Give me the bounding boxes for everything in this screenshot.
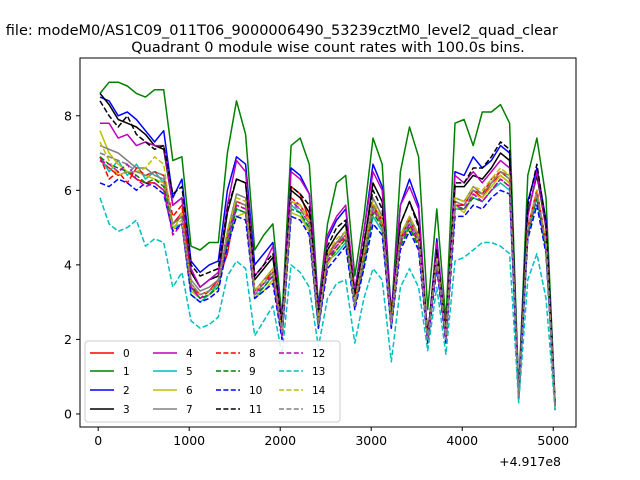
y-tick-label: 8 (64, 108, 72, 123)
legend-label-9: 9 (249, 366, 256, 378)
chart-title: Quadrant 0 module wise count rates with … (131, 40, 525, 56)
x-tick-label: 2000 (264, 433, 296, 448)
x-tick-label: 4000 (446, 433, 478, 448)
legend-label-5: 5 (186, 366, 193, 378)
series-line-14 (99, 141, 556, 407)
legend-label-8: 8 (249, 348, 256, 360)
series-line-1 (99, 81, 556, 403)
legend-label-4: 4 (186, 348, 193, 360)
legend-label-11: 11 (249, 404, 262, 416)
legend-label-1: 1 (123, 366, 130, 378)
legend-label-13: 13 (312, 366, 325, 378)
y-tick-label: 6 (64, 183, 72, 198)
y-tick-label: 4 (64, 257, 72, 272)
x-tick-label: 5000 (537, 433, 569, 448)
x-tick-label: 1000 (173, 433, 205, 448)
legend-label-12: 12 (312, 348, 325, 360)
series-layer (99, 81, 556, 411)
legend-label-10: 10 (249, 385, 262, 397)
series-line-15 (99, 152, 556, 407)
x-tick-label: 3000 (355, 433, 387, 448)
series-line-10 (99, 178, 556, 407)
x-tick-label: 0 (94, 433, 102, 448)
legend-label-6: 6 (186, 385, 193, 397)
y-axis: 0 2 4 6 8 (64, 108, 80, 421)
y-tick-label: 0 (64, 406, 72, 421)
series-line-11 (99, 100, 556, 407)
y-tick-label: 2 (64, 332, 72, 347)
legend-label-0: 0 (123, 348, 130, 360)
legend-label-3: 3 (123, 404, 130, 416)
plot-frame (79, 57, 577, 428)
legend-label-7: 7 (186, 404, 193, 416)
legend-box (84, 340, 341, 423)
series-line-13 (99, 197, 556, 411)
series-line-4 (100, 122, 556, 407)
series-line-12 (99, 159, 556, 411)
legend-label-2: 2 (123, 385, 130, 397)
legend-label-14: 14 (312, 385, 326, 397)
x-axis: 0 1000 2000 3000 4000 5000 (94, 427, 569, 448)
figure-suptitle: n file: modeM0/AS1C09_011T06_9000006490_… (0, 23, 558, 39)
legend-label-15: 15 (312, 404, 325, 416)
x-offset-label: +4.917e8 (499, 454, 561, 469)
